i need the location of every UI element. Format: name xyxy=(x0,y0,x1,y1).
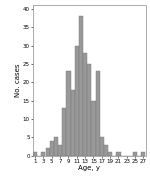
Bar xyxy=(41,152,45,156)
Bar xyxy=(70,90,75,156)
Bar xyxy=(54,137,58,156)
Bar xyxy=(45,148,50,156)
Bar xyxy=(62,108,66,156)
X-axis label: Age, y: Age, y xyxy=(78,165,100,171)
Bar xyxy=(108,152,112,156)
Bar xyxy=(33,152,37,156)
Y-axis label: No. cases: No. cases xyxy=(15,64,21,97)
Bar xyxy=(87,64,91,156)
Bar xyxy=(133,152,137,156)
Bar xyxy=(96,71,100,156)
Bar xyxy=(104,145,108,156)
Bar xyxy=(116,152,120,156)
Bar xyxy=(100,137,104,156)
Bar xyxy=(58,145,62,156)
Bar xyxy=(83,53,87,156)
Bar xyxy=(141,152,146,156)
Bar xyxy=(79,16,83,156)
Bar xyxy=(75,46,79,156)
Bar xyxy=(66,71,70,156)
Bar xyxy=(91,101,96,156)
Bar xyxy=(50,141,54,156)
